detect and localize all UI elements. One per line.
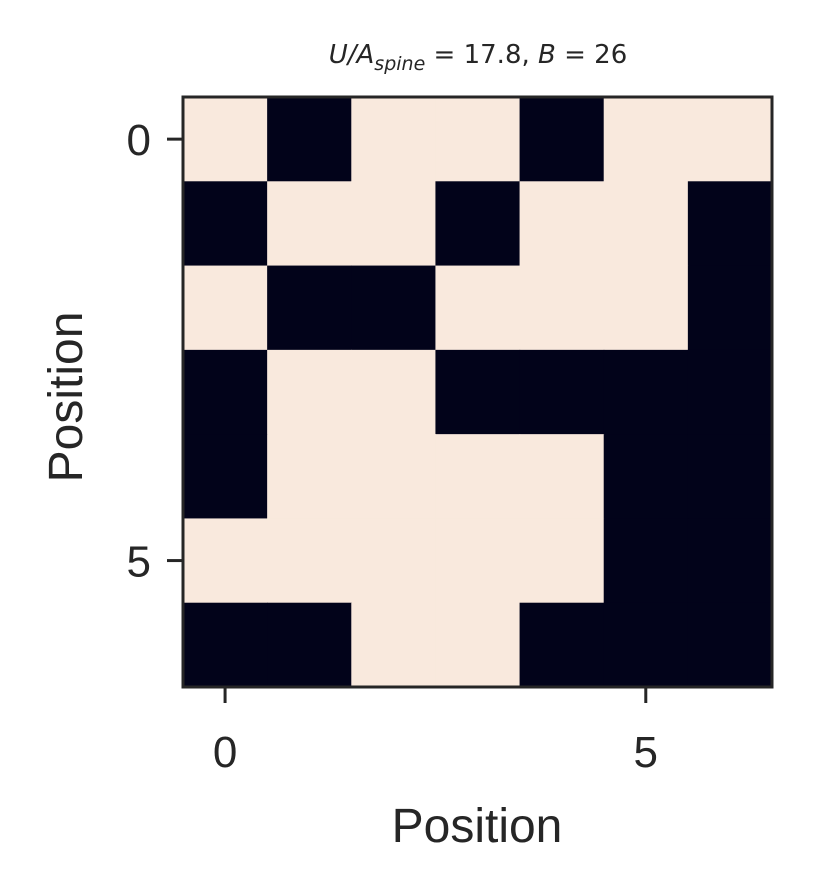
x-axis-label: Position xyxy=(392,800,563,853)
heatmap-cell xyxy=(183,518,268,604)
heatmap-cell xyxy=(519,602,605,688)
heatmap-cell xyxy=(519,97,605,182)
heatmap-cell xyxy=(351,349,437,435)
heatmap-cell xyxy=(183,181,268,267)
x-tick-label: 5 xyxy=(634,728,658,777)
y-tick-label: 0 xyxy=(127,116,151,165)
heatmap-cell xyxy=(603,602,689,688)
heatmap-cell xyxy=(603,349,689,435)
heatmap-cell xyxy=(351,434,437,520)
heatmap-cell xyxy=(519,265,605,351)
heatmap-cell xyxy=(351,181,437,267)
y-tick-label: 5 xyxy=(127,538,151,587)
heatmap-cell xyxy=(267,434,352,520)
heatmap-cell xyxy=(267,265,352,351)
heatmap-cell xyxy=(435,518,521,604)
heatmap-cell xyxy=(687,518,773,604)
heatmap-cell xyxy=(519,349,605,435)
heatmap-cells xyxy=(183,97,773,688)
heatmap-cell xyxy=(435,349,521,435)
heatmap-cell xyxy=(519,434,605,520)
heatmap-cell xyxy=(435,602,521,688)
heatmap-cell xyxy=(687,181,773,267)
axis-ticks: 0 5 0 5 xyxy=(127,116,659,777)
heatmap-cell xyxy=(687,97,773,182)
heatmap-cell xyxy=(351,518,437,604)
heatmap-cell xyxy=(603,518,689,604)
title-subscript: spine xyxy=(374,53,425,75)
heatmap-cell xyxy=(687,602,773,688)
heatmap-cell xyxy=(435,97,521,182)
heatmap-cell xyxy=(603,434,689,520)
heatmap-cell xyxy=(183,434,268,520)
heatmap-cell xyxy=(603,97,689,182)
y-axis-label: Position xyxy=(40,312,93,483)
plot-frame xyxy=(181,95,774,689)
heatmap-cell xyxy=(435,181,521,267)
heatmap-cell xyxy=(183,265,268,351)
heatmap-cell xyxy=(519,181,605,267)
x-tick-label: 0 xyxy=(213,728,237,777)
title-rest: = 17.8, xyxy=(425,40,538,70)
heatmap-cell xyxy=(351,97,437,182)
heatmap-cell xyxy=(603,265,689,351)
heatmap-cell xyxy=(687,434,773,520)
heatmap-cell xyxy=(687,265,773,351)
heatmap-cell xyxy=(267,349,352,435)
heatmap-cell xyxy=(687,349,773,435)
heatmap-cell xyxy=(267,97,352,182)
chart-title: U/Aspine = 17.8, B = 26 xyxy=(329,40,628,75)
title-base: U/A xyxy=(329,40,375,70)
heatmap-cell xyxy=(435,434,521,520)
title-b-symbol: B xyxy=(538,40,556,70)
heatmap-cell xyxy=(267,602,352,688)
heatmap-cell xyxy=(351,602,437,688)
heatmap-cell xyxy=(183,602,268,688)
heatmap-cell xyxy=(351,265,437,351)
heatmap-cell xyxy=(603,181,689,267)
heatmap-cell xyxy=(267,518,352,604)
heatmap-cell xyxy=(183,349,268,435)
title-b-rest: = 26 xyxy=(556,40,627,70)
heatmap-cell xyxy=(435,265,521,351)
heatmap-cell xyxy=(519,518,605,604)
heatmap-cell xyxy=(183,97,268,182)
heatmap-cell xyxy=(267,181,352,267)
